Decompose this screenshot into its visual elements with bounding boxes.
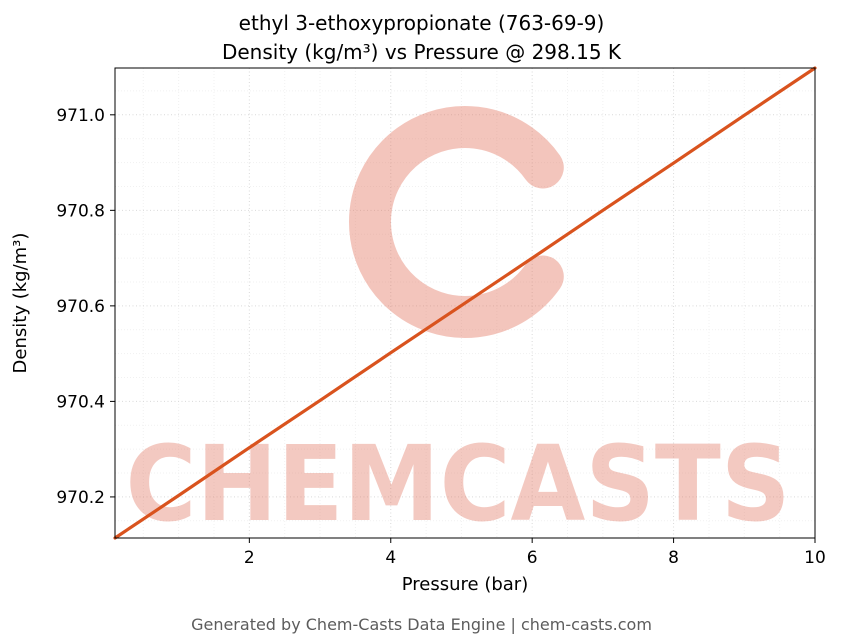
x-tick-label: 4 bbox=[385, 548, 396, 568]
footer-credit: Generated by Chem-Casts Data Engine | ch… bbox=[191, 615, 652, 634]
y-tick-label: 970.8 bbox=[56, 201, 105, 221]
chart-title: ethyl 3-ethoxypropionate (763-69-9) Dens… bbox=[0, 9, 843, 67]
y-tick-label: 971.0 bbox=[56, 106, 105, 126]
density-line-series bbox=[113, 66, 817, 540]
y-tick-label: 970.4 bbox=[56, 392, 105, 412]
x-tick-label: 8 bbox=[668, 548, 679, 568]
x-tick-label: 2 bbox=[244, 548, 255, 568]
y-tick-label: 970.2 bbox=[56, 488, 105, 508]
x-tick-label: 6 bbox=[527, 548, 538, 568]
plot-border bbox=[114, 67, 816, 539]
y-tick-label: 970.6 bbox=[56, 297, 105, 317]
y-axis-label: Density (kg/m³) bbox=[10, 233, 31, 374]
chart-title-line2: Density (kg/m³) vs Pressure @ 298.15 K bbox=[221, 40, 622, 64]
watermark-ring-icon bbox=[349, 106, 564, 338]
x-axis-label: Pressure (bar) bbox=[402, 574, 528, 595]
watermark-text: CHEMCASTS bbox=[126, 423, 791, 545]
x-tick-label: 10 bbox=[804, 548, 826, 568]
chart-title-line1: ethyl 3-ethoxypropionate (763-69-9) bbox=[238, 11, 605, 35]
